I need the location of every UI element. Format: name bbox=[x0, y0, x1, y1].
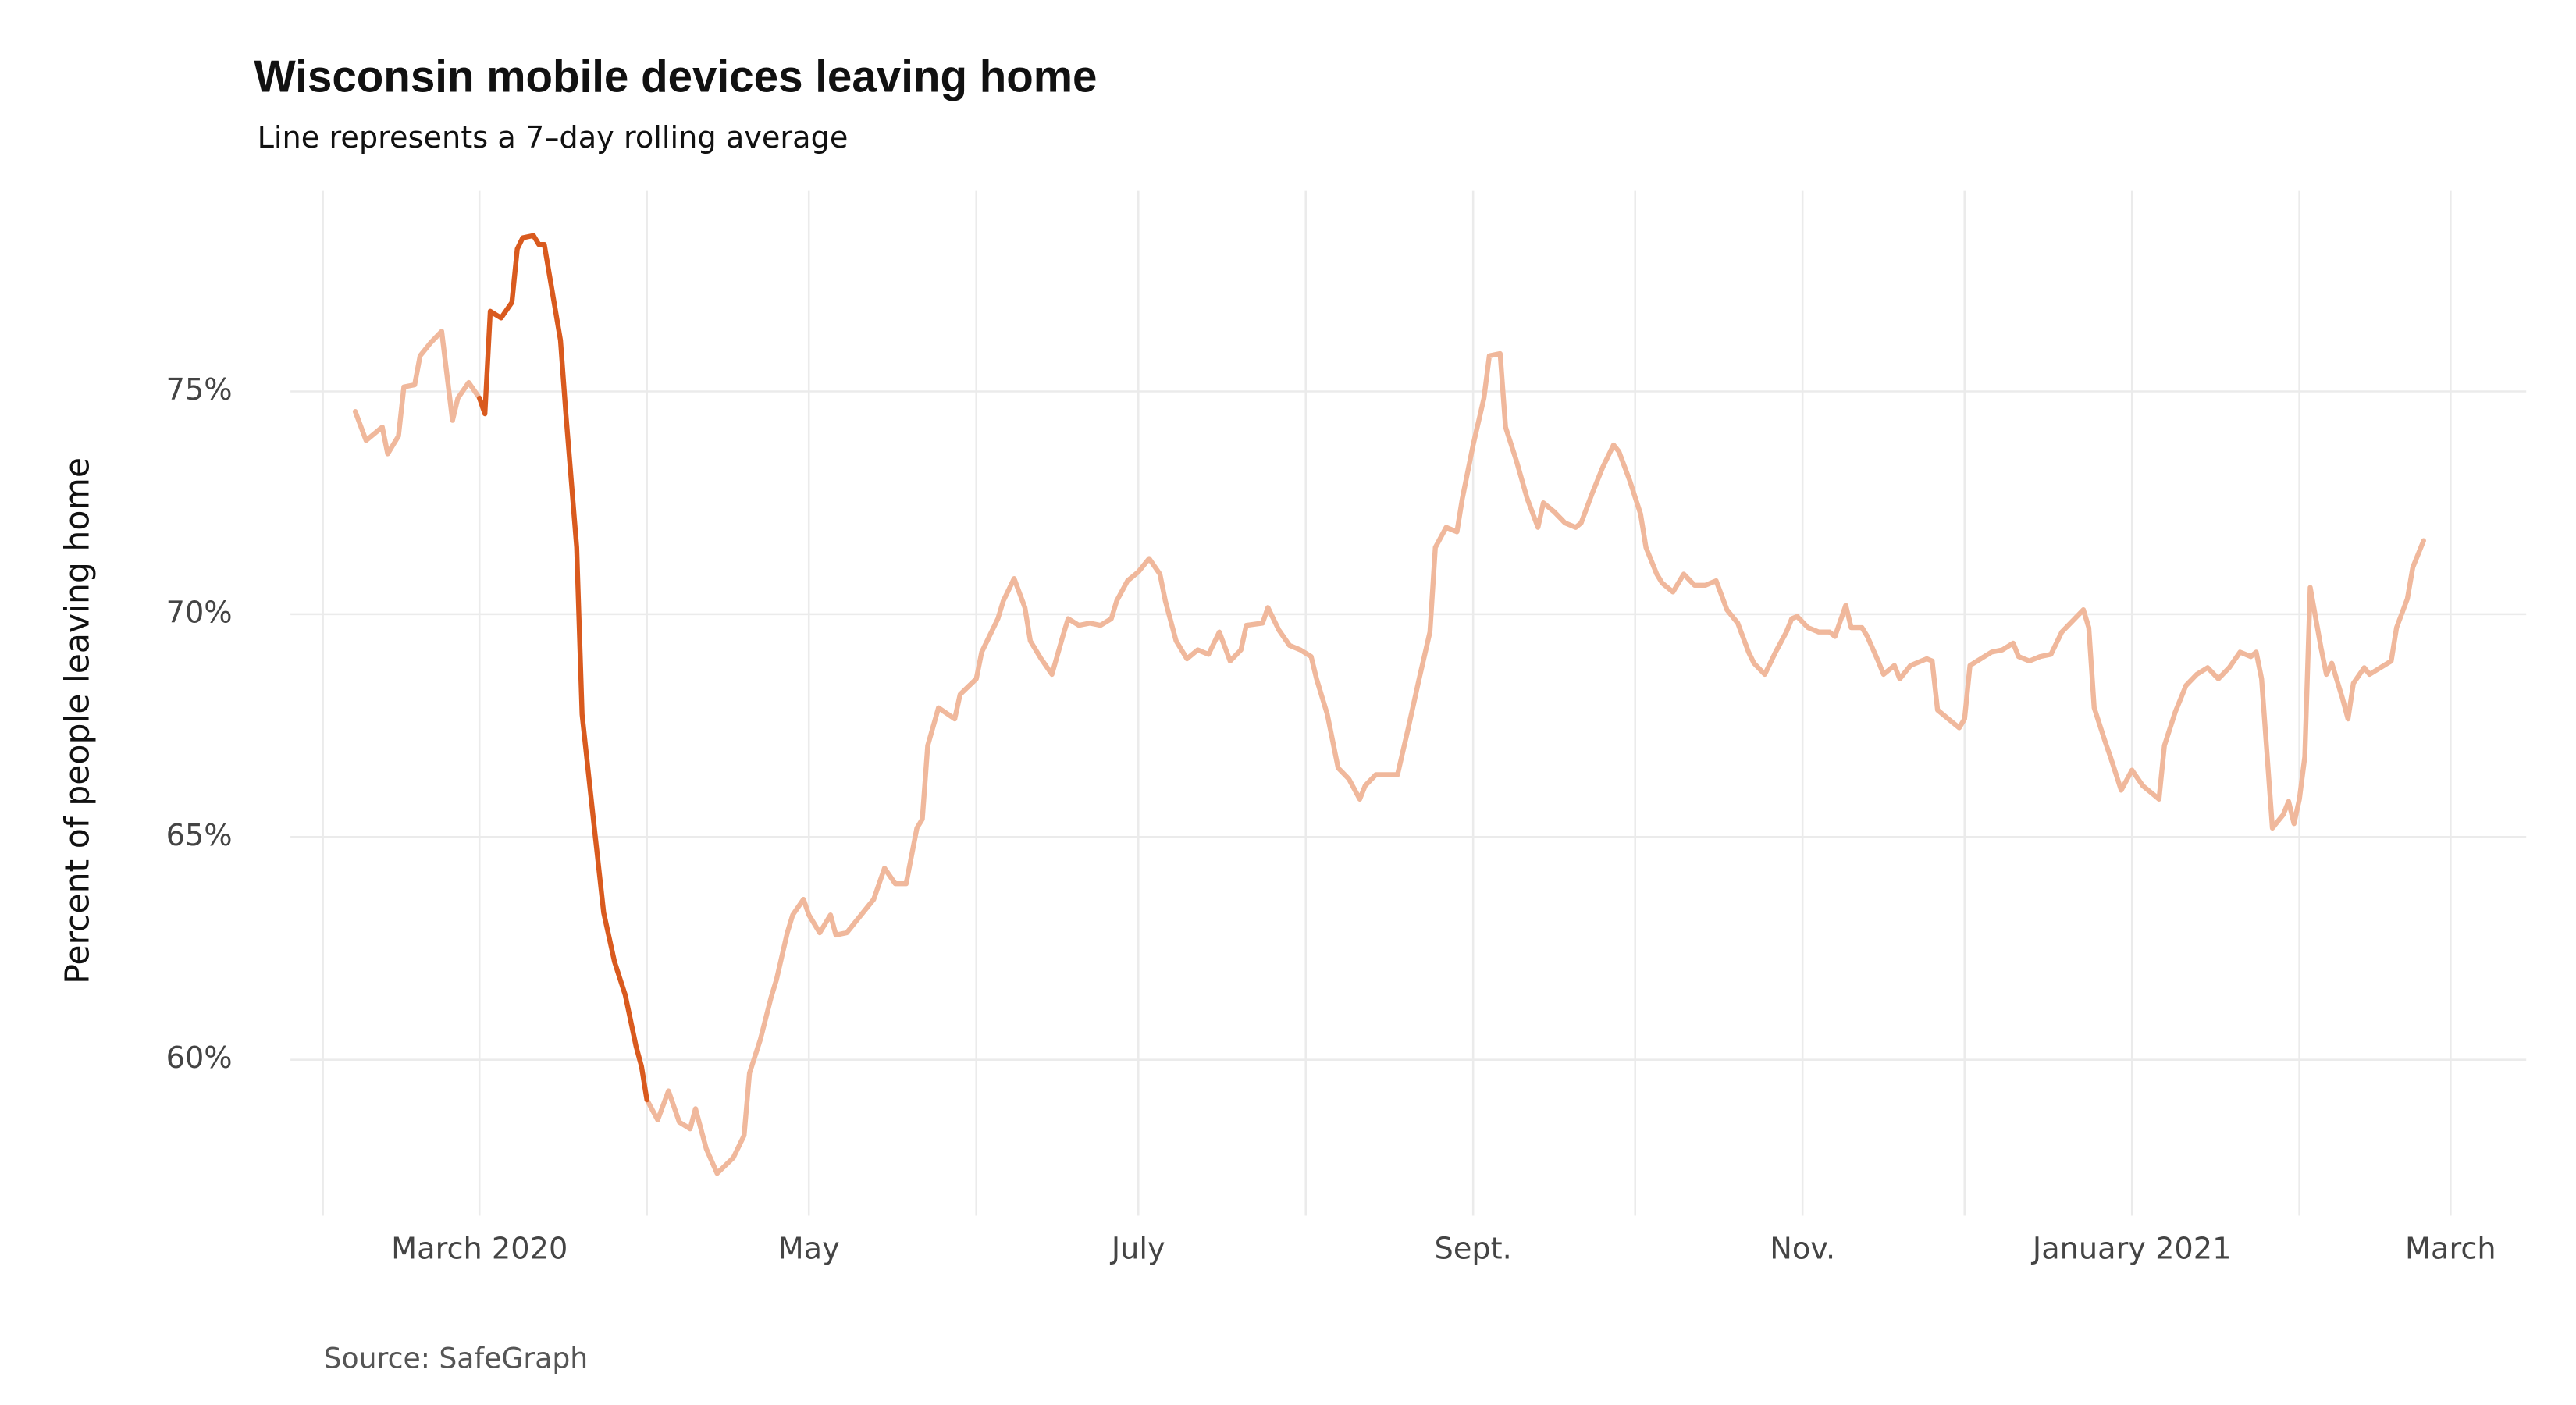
y-tick-label: 60% bbox=[166, 1040, 233, 1076]
x-tick-label: January 2021 bbox=[2031, 1232, 2232, 1267]
grid: 60% 65% 70% 75% March 2020 May July Sept. Nov. Ja… bbox=[166, 190, 2527, 1267]
x-tick-label: May bbox=[778, 1232, 840, 1267]
y-axis-label: Percent of people leaving home bbox=[59, 457, 98, 984]
y-tick-label: 70% bbox=[166, 595, 233, 630]
data-line bbox=[352, 329, 2426, 1176]
x-tick-label: March 2020 bbox=[391, 1232, 568, 1267]
source-note: Source: SafeGraph bbox=[324, 1342, 589, 1375]
x-tick-label: Nov. bbox=[1770, 1232, 1835, 1267]
chart-title: Wisconsin mobile devices leaving home bbox=[254, 52, 1097, 101]
y-tick-label: 75% bbox=[166, 372, 233, 407]
data-line bbox=[477, 233, 649, 1103]
y-tick-label: 65% bbox=[166, 818, 233, 853]
x-tick-label: March bbox=[2405, 1232, 2496, 1267]
x-tick-label: July bbox=[1110, 1232, 1165, 1267]
lines bbox=[352, 233, 2426, 1176]
x-tick-label: Sept. bbox=[1435, 1232, 1512, 1267]
chart-subtitle: Line represents a 7–day rolling average bbox=[258, 120, 849, 155]
